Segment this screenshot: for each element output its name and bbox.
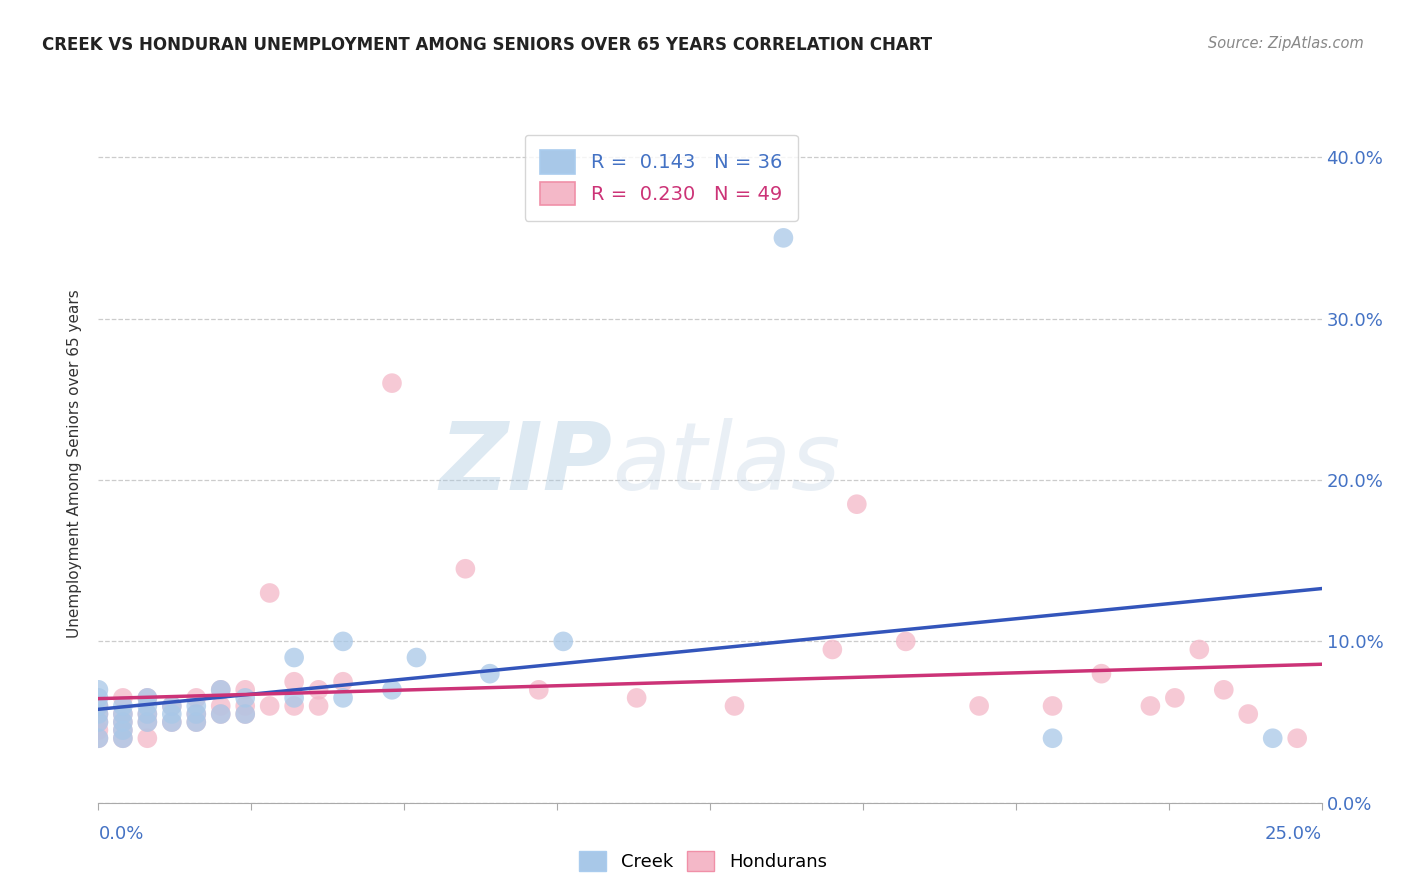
- Point: [845, 497, 868, 511]
- Y-axis label: Unemployment Among Seniors over 65 years: Unemployment Among Seniors over 65 years: [67, 290, 83, 638]
- Point: [283, 690, 305, 705]
- Point: [332, 634, 354, 648]
- Point: [87, 690, 110, 705]
- Point: [894, 634, 917, 648]
- Point: [967, 698, 990, 713]
- Point: [186, 706, 208, 721]
- Point: [553, 634, 575, 648]
- Point: [111, 690, 134, 705]
- Text: 25.0%: 25.0%: [1264, 825, 1322, 843]
- Point: [209, 698, 232, 713]
- Point: [233, 706, 256, 721]
- Point: [186, 715, 208, 730]
- Point: [283, 650, 305, 665]
- Point: [136, 690, 159, 705]
- Point: [136, 715, 159, 730]
- Point: [111, 723, 134, 738]
- Point: [209, 706, 232, 721]
- Point: [87, 723, 110, 738]
- Point: [1188, 642, 1211, 657]
- Point: [209, 682, 232, 697]
- Point: [283, 698, 305, 713]
- Point: [381, 682, 404, 697]
- Point: [626, 690, 648, 705]
- Point: [1139, 698, 1161, 713]
- Point: [233, 698, 256, 713]
- Point: [111, 731, 134, 746]
- Point: [87, 731, 110, 746]
- Point: [111, 706, 134, 721]
- Point: [111, 731, 134, 746]
- Point: [136, 706, 159, 721]
- Point: [136, 698, 159, 713]
- Point: [160, 698, 183, 713]
- Point: [87, 682, 110, 697]
- Point: [332, 690, 354, 705]
- Point: [186, 690, 208, 705]
- Point: [160, 698, 183, 713]
- Text: atlas: atlas: [612, 418, 841, 509]
- Point: [209, 706, 232, 721]
- Point: [1042, 731, 1064, 746]
- Point: [136, 690, 159, 705]
- Point: [1286, 731, 1309, 746]
- Point: [111, 715, 134, 730]
- Legend: Creek, Hondurans: Creek, Hondurans: [572, 844, 834, 879]
- Point: [308, 682, 330, 697]
- Point: [209, 682, 232, 697]
- Point: [186, 715, 208, 730]
- Point: [87, 698, 110, 713]
- Point: [87, 715, 110, 730]
- Point: [259, 586, 281, 600]
- Point: [821, 642, 844, 657]
- Point: [478, 666, 501, 681]
- Point: [308, 698, 330, 713]
- Point: [160, 715, 183, 730]
- Point: [87, 706, 110, 721]
- Point: [136, 706, 159, 721]
- Point: [1261, 731, 1284, 746]
- Point: [160, 706, 183, 721]
- Text: ZIP: ZIP: [439, 417, 612, 510]
- Point: [381, 376, 404, 391]
- Point: [186, 698, 208, 713]
- Point: [136, 715, 159, 730]
- Point: [111, 698, 134, 713]
- Point: [186, 706, 208, 721]
- Point: [233, 706, 256, 721]
- Point: [1237, 706, 1260, 721]
- Point: [233, 682, 256, 697]
- Text: CREEK VS HONDURAN UNEMPLOYMENT AMONG SENIORS OVER 65 YEARS CORRELATION CHART: CREEK VS HONDURAN UNEMPLOYMENT AMONG SEN…: [42, 36, 932, 54]
- Point: [1164, 690, 1187, 705]
- Point: [111, 723, 134, 738]
- Point: [233, 690, 256, 705]
- Point: [111, 706, 134, 721]
- Point: [259, 698, 281, 713]
- Point: [723, 698, 745, 713]
- Point: [527, 682, 550, 697]
- Point: [87, 715, 110, 730]
- Point: [87, 698, 110, 713]
- Point: [1042, 698, 1064, 713]
- Point: [136, 731, 159, 746]
- Legend: R =  0.143   N = 36, R =  0.230   N = 49: R = 0.143 N = 36, R = 0.230 N = 49: [524, 135, 797, 221]
- Point: [772, 231, 794, 245]
- Point: [454, 562, 477, 576]
- Point: [111, 715, 134, 730]
- Point: [87, 731, 110, 746]
- Point: [332, 674, 354, 689]
- Point: [1090, 666, 1112, 681]
- Point: [87, 706, 110, 721]
- Point: [1212, 682, 1234, 697]
- Point: [160, 715, 183, 730]
- Point: [283, 674, 305, 689]
- Text: 0.0%: 0.0%: [98, 825, 143, 843]
- Point: [405, 650, 427, 665]
- Text: Source: ZipAtlas.com: Source: ZipAtlas.com: [1208, 36, 1364, 51]
